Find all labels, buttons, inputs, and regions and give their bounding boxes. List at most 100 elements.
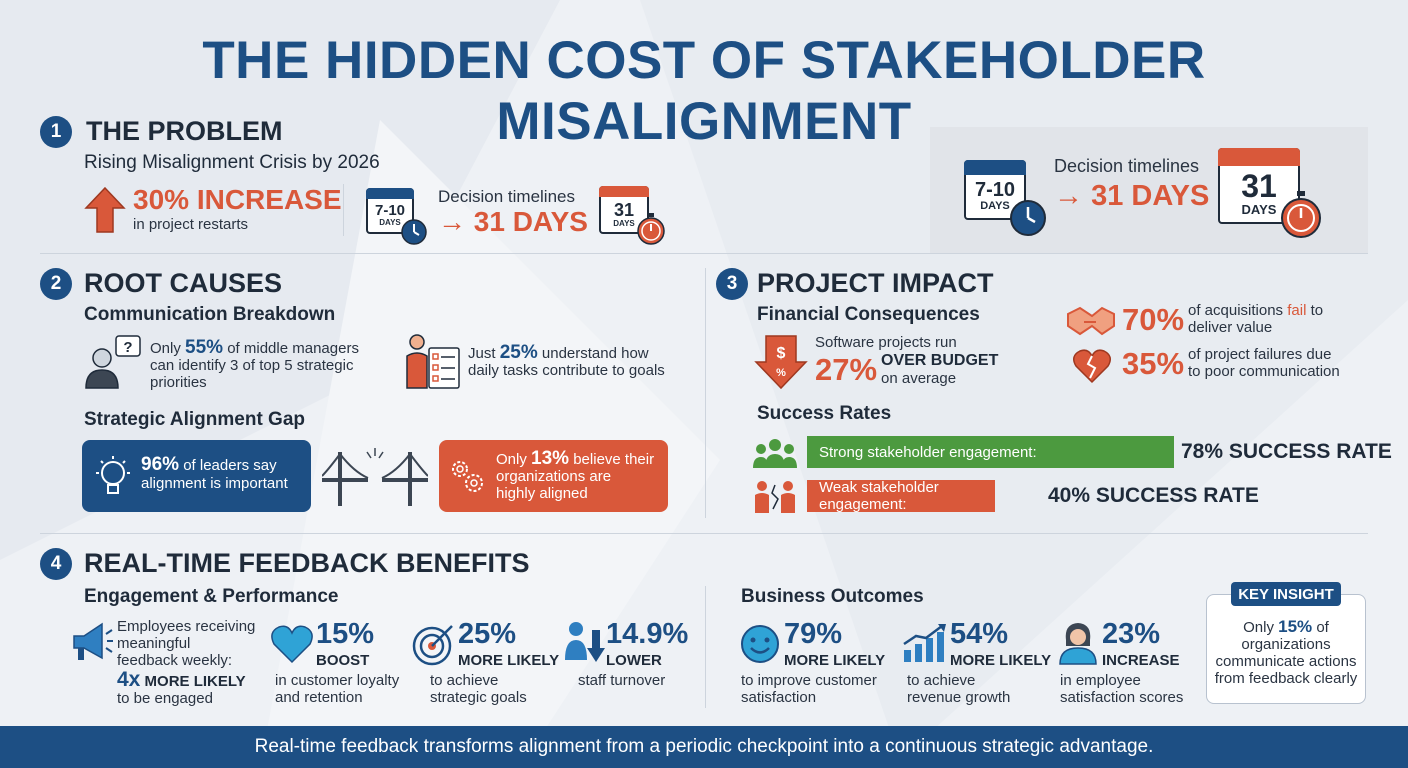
arrow-up-icon bbox=[84, 186, 126, 233]
tasks-stat-value: 25% bbox=[499, 342, 538, 363]
dollar-down-icon: $ % bbox=[754, 335, 808, 390]
timeline-arrow: → bbox=[438, 206, 466, 237]
software-stat-emph: OVER BUDGET bbox=[881, 352, 999, 369]
callout-from-unit: DAYS bbox=[980, 200, 1010, 212]
clock-icon bbox=[1010, 200, 1046, 236]
section-number-3: 3 bbox=[716, 268, 748, 300]
employee-satisfaction-emph: INCREASE bbox=[1102, 652, 1180, 669]
svg-text:?: ? bbox=[123, 339, 132, 356]
weak-engagement-value: 40% SUCCESS RATE bbox=[1048, 484, 1259, 507]
strong-engagement-value: 78% SUCCESS RATE bbox=[1181, 440, 1392, 463]
restarts-stat-text: in project restarts bbox=[133, 216, 249, 233]
customer-stat-value: 79% bbox=[784, 618, 843, 650]
loyalty-stat-value: 15% bbox=[316, 618, 375, 650]
goals-stat-text: to achieve strategic goals bbox=[430, 672, 527, 706]
failures-stat-value: 35% bbox=[1122, 346, 1185, 381]
goals-stat-emph: MORE LIKELY bbox=[458, 652, 560, 669]
svg-text:%: % bbox=[776, 367, 786, 379]
broken-bridge-icon bbox=[322, 448, 428, 506]
broken-heart-icon bbox=[1073, 349, 1111, 384]
timeline-label: Decision timelines bbox=[438, 187, 575, 206]
group-icon bbox=[753, 439, 797, 468]
business-outcomes-title: Business Outcomes bbox=[741, 586, 924, 607]
stopwatch-icon bbox=[637, 213, 665, 245]
section-title-problem: THE PROBLEM bbox=[86, 116, 283, 146]
section-title-root-causes: ROOT CAUSES bbox=[84, 268, 283, 298]
key-insight-box bbox=[1206, 594, 1366, 704]
key-insight-text: Only 15% of organizations communicate ac… bbox=[1214, 617, 1358, 687]
software-stat-line1: Software projects run bbox=[815, 334, 957, 351]
section-number-1: 1 bbox=[40, 116, 72, 148]
goals-stat-value: 25% bbox=[458, 618, 517, 650]
strong-engagement-bar: Strong stakeholder engagement: bbox=[807, 436, 1174, 468]
person-down-icon bbox=[565, 622, 605, 662]
turnover-stat-value: 14.9% bbox=[606, 618, 689, 650]
smile-icon bbox=[741, 625, 779, 663]
section-title-feedback: REAL-TIME FEEDBACK BENEFITS bbox=[84, 548, 530, 578]
footer-banner: Real-time feedback transforms alignment … bbox=[0, 726, 1408, 768]
callout-value: 31 DAYS bbox=[1091, 180, 1210, 212]
callout-to-unit: DAYS bbox=[1241, 201, 1277, 217]
loyalty-stat-text: in customer loyalty and retention bbox=[275, 672, 400, 706]
aligned-stat: Only 13% believe their organizations are… bbox=[496, 448, 655, 502]
callout-label: Decision timelines bbox=[1054, 156, 1200, 176]
timeline-value: 31 DAYS bbox=[473, 206, 588, 237]
section-number-2: 2 bbox=[40, 268, 72, 300]
calendar-from-value: 7-10 bbox=[374, 202, 406, 219]
calendar-from-unit: DAYS bbox=[379, 218, 401, 227]
revenue-stat-emph: MORE LIKELY bbox=[950, 652, 1052, 669]
target-icon bbox=[412, 625, 453, 666]
heart-icon bbox=[271, 625, 313, 664]
megaphone-icon bbox=[73, 622, 113, 660]
calendar-to-value: 31 bbox=[613, 200, 635, 220]
checklist-person-icon bbox=[406, 334, 460, 389]
employee-icon bbox=[1059, 623, 1097, 665]
tasks-stat: Just 25% understand how daily tasks cont… bbox=[468, 342, 665, 379]
callout-from-value: 7-10 bbox=[974, 179, 1016, 201]
loyalty-stat-emph: BOOST bbox=[316, 652, 370, 669]
weak-engagement-bar: Weak stakeholder engagement: bbox=[807, 479, 995, 513]
svg-text:$: $ bbox=[777, 345, 786, 362]
restarts-stat-value: 30% INCREASE bbox=[133, 184, 342, 215]
calendar-to-unit: DAYS bbox=[613, 219, 635, 228]
lightbulb-icon bbox=[96, 456, 130, 494]
key-insight-badge: KEY INSIGHT bbox=[1231, 582, 1341, 606]
employees-stat-value: 4x bbox=[117, 668, 141, 691]
revenue-stat-text: to achieve revenue growth bbox=[907, 672, 1011, 706]
employee-satisfaction-value: 23% bbox=[1102, 618, 1161, 650]
manager-question-icon: ? bbox=[85, 335, 141, 389]
communication-subtitle: Communication Breakdown bbox=[84, 304, 336, 325]
strong-engagement-label: Strong stakeholder engagement: bbox=[819, 443, 1037, 461]
employee-satisfaction-text: in employee satisfaction scores bbox=[1060, 672, 1184, 706]
software-stat-tail: on average bbox=[881, 370, 957, 387]
success-rates-title: Success Rates bbox=[757, 403, 892, 424]
section-title-project-impact: PROJECT IMPACT bbox=[757, 268, 994, 298]
leaders-stat: 96% of leaders say alignment is importan… bbox=[141, 454, 288, 492]
aligned-stat-value: 13% bbox=[531, 448, 570, 469]
callout-to-value: 31 bbox=[1241, 167, 1277, 204]
turnover-stat-emph: LOWER bbox=[606, 652, 662, 669]
growth-chart-icon bbox=[903, 624, 946, 662]
failures-stat: of project failures due to poor communic… bbox=[1188, 346, 1340, 380]
key-insight-value: 15% bbox=[1278, 617, 1313, 636]
turnover-stat-text: staff turnover bbox=[578, 672, 666, 689]
managers-stat-value: 55% bbox=[185, 337, 224, 358]
leaders-stat-box bbox=[82, 440, 311, 512]
handshake-icon bbox=[1067, 306, 1115, 336]
revenue-stat-value: 54% bbox=[950, 618, 1009, 650]
software-stat-value: 27% bbox=[815, 352, 878, 387]
employees-stat-tail: to be engaged bbox=[117, 690, 213, 707]
alignment-gap-title: Strategic Alignment Gap bbox=[84, 409, 305, 430]
problem-subtitle: Rising Misalignment Crisis by 2026 bbox=[84, 152, 380, 173]
section-number-4: 4 bbox=[40, 548, 72, 580]
acquisitions-stat: of acquisitions fail to deliver value bbox=[1188, 302, 1324, 336]
managers-stat: Only 55% of middle managers can identify… bbox=[150, 337, 359, 391]
callout-arrow: → bbox=[1054, 180, 1083, 212]
employees-stat: Employees receiving meaningful feedback … bbox=[117, 618, 256, 669]
acquisitions-stat-value: 70% bbox=[1122, 302, 1185, 337]
customer-stat-emph: MORE LIKELY bbox=[784, 652, 886, 669]
weak-engagement-label: Weak stakeholder engagement: bbox=[819, 479, 939, 513]
gears-icon bbox=[452, 461, 483, 492]
page-title: THE HIDDEN COST OF STAKEHOLDER MISALIGNM… bbox=[202, 31, 1206, 151]
employees-stat-value-line: 4x MORE LIKELY bbox=[117, 668, 246, 691]
